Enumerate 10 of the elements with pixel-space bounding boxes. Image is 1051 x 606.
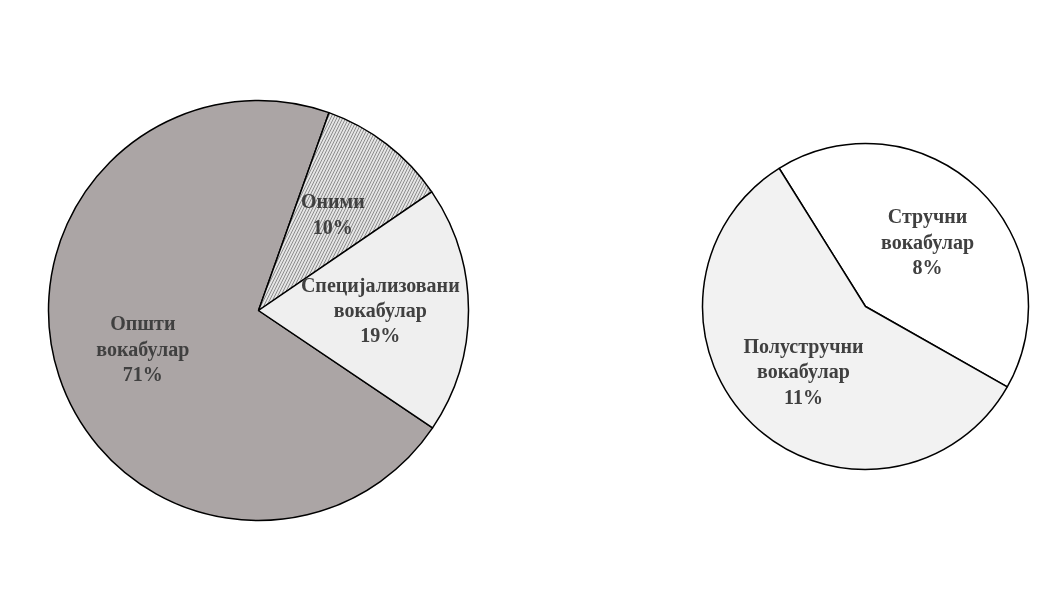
data-label: 8% [912,256,943,279]
slice-label: Полустручни вокабулар [743,334,864,384]
slice-label: Стручни вокабулар [881,205,975,254]
data-label: 11% [784,385,823,408]
data-label: 71% [122,362,163,385]
data-label: 19% [360,324,401,347]
data-label: 10% [312,215,353,238]
slice-label: Општи вокабулар [96,312,190,361]
slice-label: Специјализовани вокабулар [300,273,460,323]
slice-label: Оними [300,190,365,213]
